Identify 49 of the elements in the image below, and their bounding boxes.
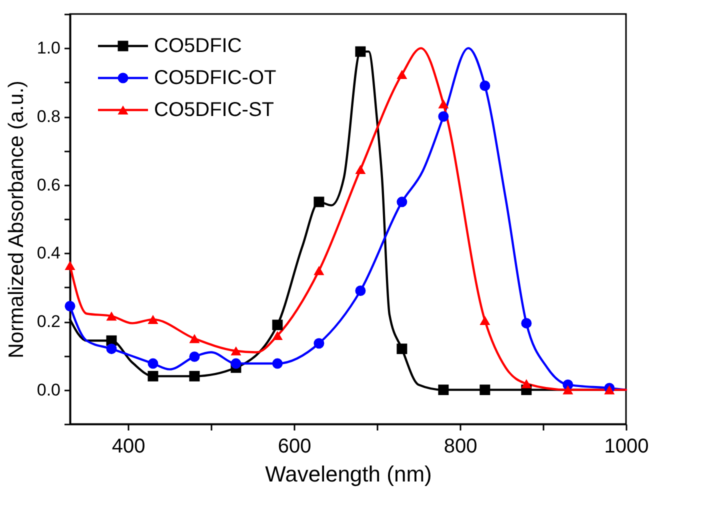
- y-tick-label: 0.8: [36, 107, 60, 126]
- point: [521, 318, 532, 328]
- point: [189, 334, 200, 344]
- point: [230, 358, 242, 369]
- x-axis-title: Wavelength (nm): [265, 462, 432, 486]
- legend-label: CO5DFIC: [154, 35, 242, 57]
- point: [64, 300, 76, 312]
- point: [355, 286, 366, 296]
- point: [438, 111, 449, 122]
- point: [189, 370, 200, 382]
- point: [314, 196, 324, 208]
- x-tick-label: 600: [278, 436, 312, 458]
- point: [314, 338, 324, 349]
- point: [189, 351, 200, 362]
- legend-label: CO5DFIC-OT: [154, 67, 276, 89]
- x-tick-label: 1000: [604, 436, 649, 458]
- point: [272, 358, 283, 369]
- point: [396, 70, 408, 80]
- point: [272, 330, 283, 340]
- y-tick-label: 0.6: [36, 175, 60, 194]
- x-tick-label: 400: [112, 436, 146, 458]
- point: [272, 320, 283, 330]
- point: [148, 370, 158, 382]
- point: [438, 384, 449, 396]
- point: [562, 385, 574, 394]
- point: [480, 80, 490, 91]
- point: [396, 344, 408, 354]
- point: [355, 46, 366, 57]
- point: [604, 385, 615, 394]
- point: [148, 314, 158, 324]
- point: [64, 260, 76, 270]
- point: [106, 311, 117, 321]
- point: [480, 384, 490, 396]
- point: [314, 266, 324, 276]
- legend-label: CO5DFIC-ST: [154, 99, 274, 121]
- point: [521, 379, 532, 388]
- point: [355, 164, 366, 174]
- y-axis-title: Normalized Absorbance (a.u.): [4, 80, 28, 358]
- y-tick-label: 0.2: [36, 312, 60, 331]
- text: 1.0: [36, 38, 60, 58]
- point: [396, 196, 408, 208]
- point: [230, 346, 242, 356]
- x-tick-label: 800: [444, 436, 478, 458]
- y-tick-label: 0.4: [36, 244, 60, 263]
- point: [480, 316, 490, 326]
- point: [148, 358, 158, 369]
- text: 0.0: [36, 380, 60, 400]
- point: [106, 344, 117, 354]
- point: [438, 99, 449, 108]
